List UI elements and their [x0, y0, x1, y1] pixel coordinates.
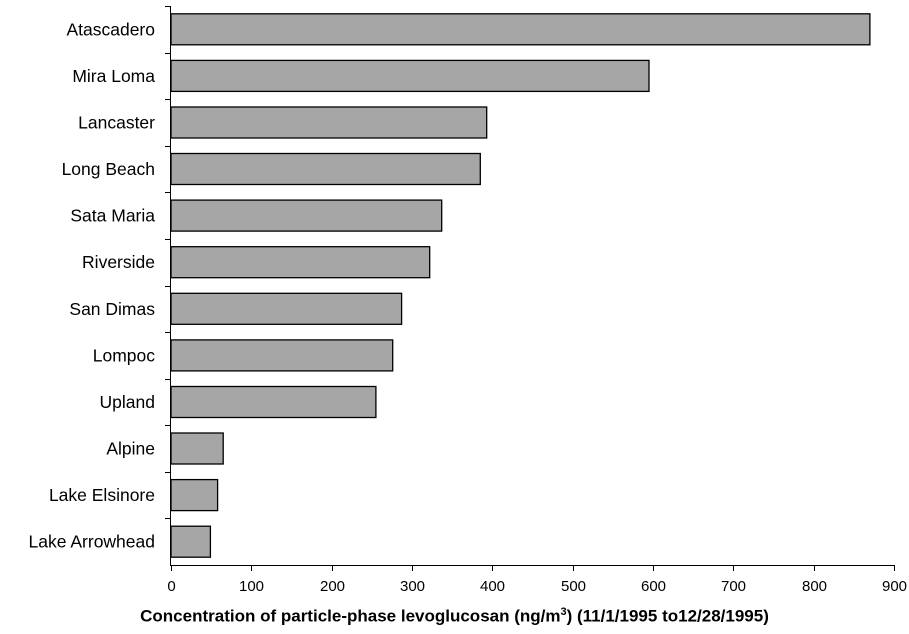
x-tick-label: 700	[721, 578, 746, 595]
bar-mira-loma	[170, 59, 650, 93]
x-tick-label: 100	[239, 578, 264, 595]
x-tick-label: 400	[480, 578, 505, 595]
x-tick-label: 600	[641, 578, 666, 595]
bar-san-dimas	[170, 292, 403, 325]
x-tick-label: 200	[320, 578, 345, 595]
category-label: Alpine	[106, 439, 155, 459]
bar-sata-maria	[170, 199, 443, 232]
category-label: Lompoc	[93, 345, 156, 365]
bar-riverside	[170, 246, 431, 279]
bar-lake-elsinore	[170, 478, 219, 512]
bars	[170, 13, 871, 558]
bar-alpine	[170, 432, 224, 465]
x-tick-label: 800	[802, 578, 827, 595]
category-label: Atascadero	[66, 19, 155, 39]
category-label: Long Beach	[62, 159, 155, 179]
x-tick-label: 900	[882, 578, 907, 595]
x-tick-label: 300	[400, 578, 425, 595]
x-axis-title-superscript: 3	[560, 606, 567, 618]
x-axis-title-suffix: ) (11/1/1995 to12/28/1995)	[566, 606, 769, 626]
category-label: San Dimas	[69, 299, 155, 319]
bar-upland	[170, 385, 377, 419]
x-axis-title: Concentration of particle-phase levogluc…	[0, 606, 909, 627]
category-label: Sata Maria	[70, 206, 155, 226]
category-label: Lake Arrowhead	[29, 532, 155, 552]
category-label: Lancaster	[78, 113, 155, 133]
x-tick-label: 500	[561, 578, 586, 595]
bar-atascadero	[170, 13, 871, 46]
x-axis-title-main: Concentration of particle-phase levogluc…	[140, 606, 561, 626]
bar-long-beach	[170, 152, 481, 186]
category-label: Mira Loma	[72, 66, 155, 86]
category-label: Upland	[100, 392, 155, 412]
bar-lompoc	[170, 339, 394, 372]
category-label: Lake Elsinore	[49, 485, 155, 505]
bar-lake-arrowhead	[170, 525, 212, 558]
category-labels: Atascadero Mira Loma Lancaster Long Beach Sa…	[29, 6, 171, 552]
bar-lancaster	[170, 106, 488, 139]
category-label: Riverside	[82, 252, 155, 272]
x-axis-ticks: 0 100 200 300 400 500 600 700 800 900	[167, 565, 907, 595]
x-tick-label: 0	[167, 578, 175, 595]
